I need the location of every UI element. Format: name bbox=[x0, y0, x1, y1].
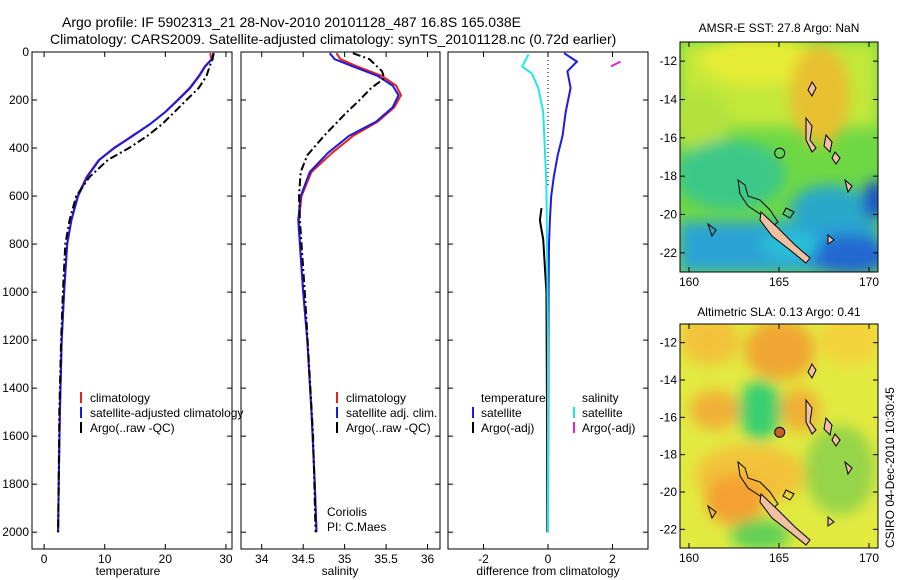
x-tick-label: 0 bbox=[41, 552, 48, 566]
legend-sal-argo-label: Argo(-adj) bbox=[582, 421, 635, 435]
legend-temp-sat-label: satellite bbox=[481, 406, 522, 420]
y-tick-label: 1400 bbox=[2, 381, 29, 395]
legend-salinity-heading: salinity bbox=[582, 391, 619, 405]
map-x-tick-label: 170 bbox=[859, 551, 879, 565]
series-line-salinity-argo-adj bbox=[610, 60, 622, 68]
x-tick-label: 10 bbox=[98, 552, 112, 566]
legend-sat-label: satellite adj. clim. bbox=[346, 406, 437, 420]
map-x-tick-label: 170 bbox=[859, 275, 879, 289]
series-line-temperature-argo-adj bbox=[538, 207, 549, 533]
map-x-tick-label: 165 bbox=[769, 551, 789, 565]
series-line-climatology bbox=[57, 53, 213, 533]
y-tick-label: 800 bbox=[9, 237, 29, 251]
x-tick-label: -2 bbox=[478, 552, 489, 566]
x-tick-label: 35.5 bbox=[374, 552, 398, 566]
legend-argo-label: Argo(..raw -QC) bbox=[346, 421, 431, 435]
legend-temp-argo-label: Argo(-adj) bbox=[481, 421, 534, 435]
map-y-tick-label: -22 bbox=[660, 246, 678, 260]
map-y-tick-label: -12 bbox=[660, 336, 678, 350]
series-line-satellite-adj-clim bbox=[297, 52, 400, 533]
map-y-tick-label: -18 bbox=[660, 169, 678, 183]
y-tick-label: 1200 bbox=[2, 333, 29, 347]
x-tick-label: 0 bbox=[545, 552, 552, 566]
temperature-panel-frame bbox=[31, 51, 233, 550]
map-y-tick-label: -18 bbox=[660, 448, 678, 462]
legend-sat-label: satellite-adjusted climatology bbox=[90, 406, 243, 420]
y-tick-label: 1600 bbox=[2, 429, 29, 443]
map-x-tick-label: 160 bbox=[679, 551, 699, 565]
series-line-temperature-satellite bbox=[547, 52, 578, 533]
sla-map-title: Altimetric SLA: 0.13 Argo: 0.41 bbox=[697, 305, 861, 319]
map-y-tick-label: -14 bbox=[660, 93, 678, 107]
y-tick-label: 1000 bbox=[2, 285, 29, 299]
y-tick-label: 2000 bbox=[2, 525, 29, 539]
difference-xlabel: difference from climatology bbox=[476, 564, 619, 578]
timestamp-stamp: CSIRO 04-Dec-2010 10:30:45 bbox=[883, 387, 897, 548]
y-tick-label: 400 bbox=[9, 141, 29, 155]
sst-map-field bbox=[680, 42, 878, 272]
legend-argo-label: Argo(..raw -QC) bbox=[90, 421, 175, 435]
y-tick-label: 200 bbox=[9, 93, 29, 107]
temperature-plot: 0 10 20 30 0 200 400 600 800 1000 1200 1400 1600 1800… bbox=[2, 45, 233, 566]
salinity-legend: climatology satellite adj. clim. Argo(..… bbox=[327, 391, 437, 534]
series-line-argo-raw-qc bbox=[298, 52, 386, 533]
figure-title-line2: Climatology: CARS2009. Satellite-adjuste… bbox=[50, 31, 616, 47]
difference-plot: -2 0 2 bbox=[448, 51, 648, 566]
salinity-plot: 34 34.5 35 35.5 36 bbox=[241, 51, 440, 566]
legend-clim-label: climatology bbox=[90, 391, 150, 405]
x-tick-label: 2 bbox=[609, 552, 616, 566]
pi-label: PI: C.Maes bbox=[327, 520, 386, 534]
legend-temperature-heading: temperature bbox=[481, 391, 546, 405]
map-y-tick-label: -16 bbox=[660, 131, 678, 145]
x-tick-label: 20 bbox=[159, 552, 173, 566]
data-center-label: Coriolis bbox=[327, 505, 367, 519]
map-x-tick-label: 165 bbox=[769, 275, 789, 289]
x-tick-label: 34.5 bbox=[292, 552, 316, 566]
sla-map-axes: 160 165 170 -12 -14 -16 -18 -20 -22 bbox=[660, 324, 879, 565]
legend-sal-sat-label: satellite bbox=[582, 406, 623, 420]
series-line-salinity-satellite bbox=[521, 53, 549, 533]
legend-clim-label: climatology bbox=[346, 391, 406, 405]
map-y-tick-label: -22 bbox=[660, 522, 678, 536]
x-tick-label: 30 bbox=[219, 552, 233, 566]
series-line-satellite-adjusted-climatology bbox=[57, 53, 215, 533]
map-y-tick-label: -16 bbox=[660, 410, 678, 424]
x-tick-label: 36 bbox=[421, 552, 435, 566]
temperature-legend: climatology satellite-adjusted climatolo… bbox=[80, 391, 243, 435]
series-line-argo-raw-qc bbox=[57, 53, 215, 533]
x-tick-label: 34 bbox=[255, 552, 269, 566]
sst-map-axes: 160 165 170 -12 -14 -16 -18 -20 -22 bbox=[660, 42, 879, 289]
y-tick-label: 0 bbox=[22, 45, 29, 59]
figure-title-line1: Argo profile: IF 5902313_21 28-Nov-2010 … bbox=[62, 14, 521, 30]
map-x-tick-label: 160 bbox=[679, 275, 699, 289]
salinity-panel-frame bbox=[240, 51, 441, 550]
map-y-tick-label: -20 bbox=[660, 208, 678, 222]
map-y-tick-label: -20 bbox=[660, 485, 678, 499]
sst-map-title: AMSR-E SST: 27.8 Argo: NaN bbox=[699, 21, 860, 35]
argo-location-marker bbox=[774, 426, 786, 438]
argo-location-marker bbox=[774, 147, 786, 159]
map-y-tick-label: -12 bbox=[660, 54, 678, 68]
temperature-xlabel: temperature bbox=[96, 564, 161, 578]
x-tick-label: 35 bbox=[338, 552, 352, 566]
difference-legend: temperature satellite Argo(-adj) salinit… bbox=[472, 391, 635, 435]
salinity-xlabel: salinity bbox=[322, 564, 359, 578]
y-tick-label: 600 bbox=[9, 189, 29, 203]
map-y-tick-label: -14 bbox=[660, 373, 678, 387]
y-tick-label: 1800 bbox=[2, 477, 29, 491]
